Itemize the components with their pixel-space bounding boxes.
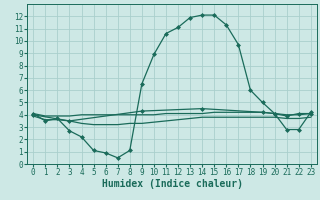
X-axis label: Humidex (Indice chaleur): Humidex (Indice chaleur)	[101, 179, 243, 189]
